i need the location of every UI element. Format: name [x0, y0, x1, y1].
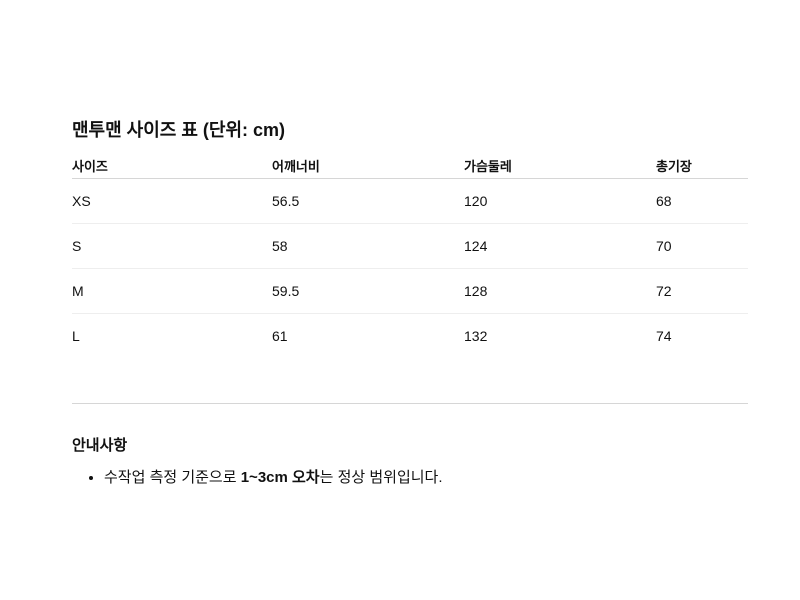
table-row: L 61 132 74 [72, 314, 748, 359]
cell-chest: 120 [464, 178, 656, 224]
note-text-after: 는 정상 범위입니다. [319, 469, 443, 486]
header-shoulder: 어깨너비 [272, 152, 464, 179]
note-text-bold: 1~3cm 오차 [240, 469, 320, 486]
cell-size: M [72, 268, 272, 314]
cell-shoulder: 56.5 [272, 178, 464, 224]
table-row: M 59.5 128 72 [72, 268, 748, 314]
cell-chest: 128 [464, 268, 656, 314]
cell-length: 72 [656, 268, 748, 314]
table-row: XS 56.5 120 68 [72, 178, 748, 224]
cell-shoulder: 58 [272, 223, 464, 269]
cell-shoulder: 61 [272, 328, 288, 344]
divider [72, 403, 748, 404]
note-item: 수작업 측정 기준으로 1~3cm 오차는 정상 범위입니다. [104, 468, 443, 488]
size-table: 사이즈 어깨너비 가슴둘레 총기장 XS 56.5 120 68 S 58 12… [72, 152, 748, 358]
header-chest: 가슴둘레 [464, 152, 656, 179]
cell-length: 74 [656, 328, 672, 344]
table-row: S 58 124 70 [72, 223, 748, 269]
cell-size: L [72, 328, 80, 344]
cell-shoulder: 59.5 [272, 268, 464, 314]
cell-chest: 132 [464, 328, 488, 344]
notes-list: 수작업 측정 기준으로 1~3cm 오차는 정상 범위입니다. [72, 468, 443, 488]
cell-size: XS [72, 178, 272, 224]
size-chart-section: 맨투맨 사이즈 표 (단위: cm) 사이즈 어깨너비 가슴둘레 총기장 XS … [72, 118, 748, 358]
cell-chest: 124 [464, 223, 656, 269]
page-title: 맨투맨 사이즈 표 (단위: cm) [72, 120, 286, 140]
header-length: 총기장 [656, 152, 748, 179]
notes-heading: 안내사항 [72, 437, 128, 454]
note-text-before: 수작업 측정 기준으로 [104, 469, 241, 486]
header-size: 사이즈 [72, 152, 272, 179]
cell-length: 70 [656, 223, 748, 269]
cell-size: S [72, 223, 272, 269]
table-header-row: 사이즈 어깨너비 가슴둘레 총기장 [72, 152, 748, 179]
cell-length: 68 [656, 178, 748, 224]
